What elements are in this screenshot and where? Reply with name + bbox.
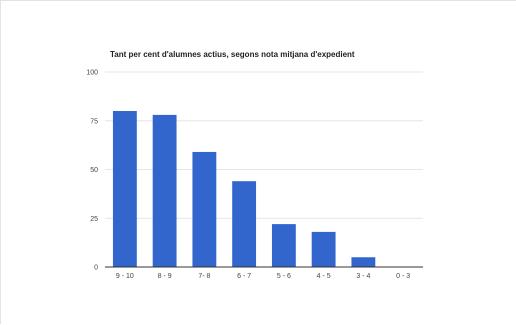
x-tick-label: 5 - 6	[277, 273, 291, 280]
bar-3	[192, 151, 217, 267]
x-tick-label: 4 - 5	[317, 273, 331, 280]
chart-title: Tant per cent d'alumnes actius, segons n…	[110, 50, 355, 59]
y-tick-label: 50	[90, 167, 98, 174]
bar-1	[112, 111, 137, 267]
bar-2	[152, 114, 177, 268]
x-tick-label: 6 - 7	[237, 273, 251, 280]
bar-6	[311, 231, 336, 267]
y-tick-label: 75	[90, 118, 98, 125]
x-tick-label: 3 - 4	[356, 273, 370, 280]
bar-7	[351, 257, 376, 267]
bar-5	[271, 224, 296, 267]
y-tick-label: 100	[86, 70, 98, 77]
x-tick-label: 8 - 9	[158, 273, 172, 280]
x-tick-label: 9 - 10	[116, 273, 134, 280]
x-tick-label: 7- 8	[198, 273, 210, 280]
x-tick-label: 0 - 3	[396, 273, 410, 280]
bar-4	[232, 181, 257, 267]
y-tick-label: 0	[94, 265, 98, 272]
y-tick-label: 25	[90, 216, 98, 223]
